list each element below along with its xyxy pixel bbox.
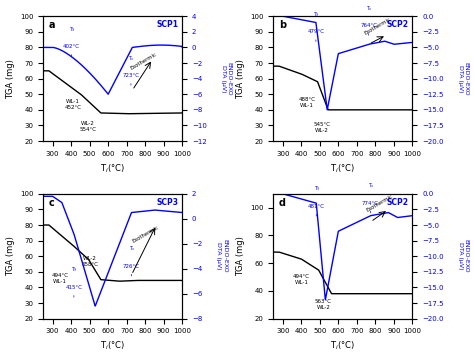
Text: c: c <box>49 198 55 208</box>
Text: 494°C
WL-1: 494°C WL-1 <box>293 274 310 285</box>
X-axis label: T$_i$(°C): T$_i$(°C) <box>100 340 125 352</box>
Text: 774°C: 774°C <box>362 201 379 213</box>
Text: SCP2: SCP2 <box>386 198 408 207</box>
Text: Exothermic: Exothermic <box>366 193 394 213</box>
Text: Exothermic: Exothermic <box>129 52 157 71</box>
Text: Exothermic: Exothermic <box>364 17 392 36</box>
Text: SCP2: SCP2 <box>386 20 408 29</box>
Text: T₉: T₉ <box>314 186 319 191</box>
X-axis label: T$_i$(°C): T$_i$(°C) <box>330 340 356 352</box>
Text: Exothermic: Exothermic <box>131 224 159 244</box>
Y-axis label: TGA (mg): TGA (mg) <box>236 236 245 276</box>
Text: a: a <box>49 20 55 30</box>
Y-axis label: TGA (mg): TGA (mg) <box>6 59 15 98</box>
Text: 481°C: 481°C <box>308 204 325 216</box>
X-axis label: T$_i$(°C): T$_i$(°C) <box>100 162 125 175</box>
Text: 494°C
WL-1: 494°C WL-1 <box>52 274 69 284</box>
Text: 723°C: 723°C <box>122 73 139 85</box>
Text: WL-2
658°C: WL-2 658°C <box>81 256 98 267</box>
Text: WL-1
452°C: WL-1 452°C <box>64 99 82 110</box>
Text: 563°C
WL-2: 563°C WL-2 <box>315 299 332 310</box>
Text: 415°C: 415°C <box>65 285 82 297</box>
Text: 488°C
WL-1: 488°C WL-1 <box>298 97 315 108</box>
Text: Tₓ: Tₓ <box>366 6 371 11</box>
Text: T₉: T₉ <box>69 26 74 32</box>
Text: T₉: T₉ <box>72 267 76 272</box>
X-axis label: T$_i$(°C): T$_i$(°C) <box>330 162 356 175</box>
Text: 402°C: 402°C <box>63 44 80 56</box>
Y-axis label: ENDO-EXO
DTA (μV): ENDO-EXO DTA (μV) <box>457 62 468 96</box>
Y-axis label: ENDO-EXO
DTA (μV): ENDO-EXO DTA (μV) <box>216 240 227 273</box>
Text: 726°C: 726°C <box>123 264 140 276</box>
Text: 764°C: 764°C <box>360 23 377 35</box>
Y-axis label: TGA (mg): TGA (mg) <box>6 236 15 276</box>
Text: Tₓ: Tₓ <box>128 55 134 61</box>
Text: Tₓ: Tₓ <box>368 183 373 188</box>
Text: d: d <box>279 198 286 208</box>
Text: 545°C
WL-2: 545°C WL-2 <box>313 122 330 133</box>
Text: SCP1: SCP1 <box>156 20 178 29</box>
Text: b: b <box>279 20 286 30</box>
Text: T₉: T₉ <box>313 12 319 17</box>
Y-axis label: ENDO-EXO
DTA (μV): ENDO-EXO DTA (μV) <box>221 62 231 96</box>
Text: 479°C: 479°C <box>308 29 324 42</box>
Y-axis label: ENDO-EXO
DTA (μV): ENDO-EXO DTA (μV) <box>457 240 468 273</box>
Text: WL-2
554°C: WL-2 554°C <box>79 121 96 132</box>
Text: Tₓ: Tₓ <box>129 246 134 251</box>
Text: SCP3: SCP3 <box>156 198 178 207</box>
Y-axis label: TGA (mg): TGA (mg) <box>236 59 245 98</box>
